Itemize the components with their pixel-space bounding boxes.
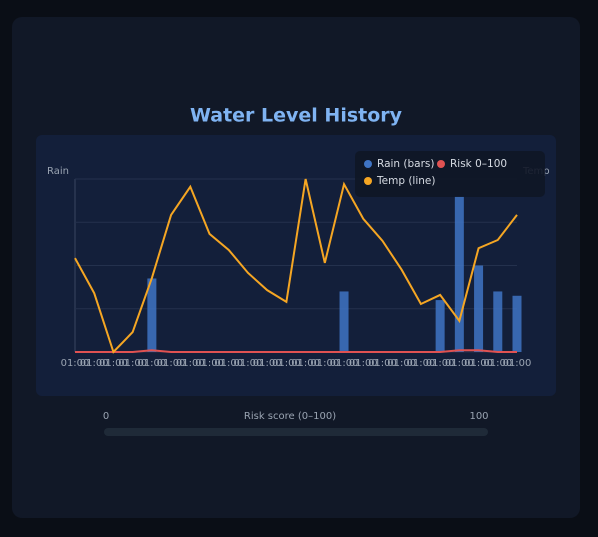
legend-label: Risk 0–100 <box>450 158 507 170</box>
x-tick-label: 01:00 <box>176 358 205 369</box>
x-tick-label: 01:00 <box>214 358 243 369</box>
x-tick-label: 01:00 <box>349 358 378 369</box>
bar <box>493 291 503 352</box>
x-tick-label: 01:00 <box>234 358 263 369</box>
y-axis-label: Rain <box>47 166 69 177</box>
bar <box>512 295 522 352</box>
x-tick-label: 01:00 <box>387 358 416 369</box>
x-tick-label: 01:00 <box>426 358 455 369</box>
slider-label: Risk score (0–100) <box>244 411 336 422</box>
x-tick-label: 01:00 <box>464 358 493 369</box>
x-tick-label: 01:00 <box>80 358 109 369</box>
x-tick-label: 01:00 <box>137 358 166 369</box>
legend <box>355 151 545 197</box>
x-tick-label: 01:00 <box>99 358 128 369</box>
bar <box>339 291 349 352</box>
x-tick-label: 01:00 <box>195 358 224 369</box>
x-tick-label: 01:00 <box>118 358 147 369</box>
legend-swatch <box>437 160 445 168</box>
x-tick-label: 01:00 <box>310 358 339 369</box>
x-tick-label: 01:00 <box>61 358 90 369</box>
legend-swatch <box>364 177 372 185</box>
x-tick-label: 01:00 <box>445 358 474 369</box>
chart-title: Water Level History <box>190 105 403 127</box>
risk-slider[interactable] <box>104 428 488 436</box>
x-tick-label: 01:00 <box>406 358 435 369</box>
x-tick-label: 01:00 <box>253 358 282 369</box>
line <box>74 178 518 354</box>
x-tick-label: 01:00 <box>157 358 186 369</box>
x-tick-label: 01:00 <box>503 358 532 369</box>
bar <box>454 196 464 352</box>
x-tick-label: 01:00 <box>483 358 512 369</box>
legend-swatch <box>364 160 372 168</box>
slider-max: 100 <box>469 411 488 422</box>
x-tick-label: 01:00 <box>330 358 359 369</box>
legend-label: Rain (bars) <box>377 158 435 170</box>
x-tick-label: 01:00 <box>272 358 301 369</box>
bar <box>435 300 445 352</box>
legend-label: Temp (line) <box>376 175 435 187</box>
x-tick-label: 01:00 <box>291 358 320 369</box>
x-tick-label: 01:00 <box>368 358 397 369</box>
line <box>75 349 517 353</box>
slider-min: 0 <box>103 411 109 422</box>
bar <box>474 265 484 352</box>
bar <box>147 278 157 352</box>
